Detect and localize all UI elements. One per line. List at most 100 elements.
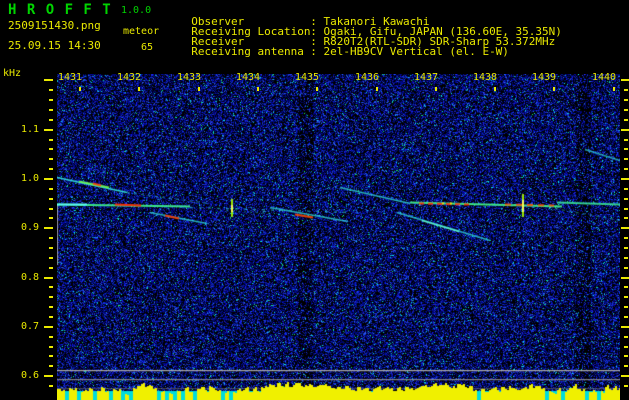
datetime-label: 25.09.15 14:30 xyxy=(8,39,101,52)
freq-major-tick-right xyxy=(621,326,629,328)
time-label-1439: 1439 xyxy=(532,72,557,83)
freq-minor-tick-right xyxy=(624,237,628,239)
freq-minor-tick-right xyxy=(624,217,628,219)
freq-minor-tick-left xyxy=(49,257,53,259)
info-separator: : xyxy=(310,15,324,28)
info-value: Takanori Kawachi xyxy=(323,15,430,28)
info-label: Receiving Location xyxy=(191,25,311,38)
info-value: R820T2(RTL-SDR) SDR-Sharp 53.372MHz xyxy=(323,35,556,48)
freq-minor-tick-right xyxy=(624,247,628,249)
mode-label: meteor xyxy=(123,26,160,37)
freq-major-tick-right xyxy=(621,227,629,229)
freq-minor-tick-left xyxy=(49,247,53,249)
freq-minor-tick-left xyxy=(49,346,53,348)
minute-tick xyxy=(257,87,259,91)
freq-minor-tick-left xyxy=(49,237,53,239)
output-filename: 2509151430.png xyxy=(8,19,101,32)
freq-label-0.9: 0.9 xyxy=(20,222,39,233)
freq-minor-tick-left xyxy=(49,188,53,190)
freq-minor-tick-left xyxy=(49,148,53,150)
freq-major-tick-right xyxy=(621,79,629,81)
freq-minor-tick-right xyxy=(624,119,628,121)
time-label-1434: 1434 xyxy=(236,72,261,83)
freq-minor-tick-left xyxy=(49,217,53,219)
freq-major-tick-right xyxy=(621,129,629,131)
freq-minor-tick-left xyxy=(49,139,53,141)
time-label-1437: 1437 xyxy=(414,72,439,83)
minute-tick xyxy=(316,87,318,91)
minute-tick xyxy=(198,87,200,91)
freq-minor-tick-right xyxy=(624,109,628,111)
echo-count: 65 xyxy=(141,42,154,53)
freq-minor-tick-left xyxy=(49,306,53,308)
freq-axis-unit: kHz xyxy=(3,68,22,79)
freq-minor-tick-right xyxy=(624,296,628,298)
time-label-1438: 1438 xyxy=(473,72,498,83)
freq-minor-tick-right xyxy=(624,346,628,348)
info-row-antenna: Receiving antenna: 2el-HB9CV Vertical (e… xyxy=(178,37,509,57)
freq-minor-tick-right xyxy=(624,355,628,357)
freq-minor-tick-left xyxy=(49,336,53,338)
time-label-1431: 1431 xyxy=(58,72,83,83)
freq-minor-tick-left xyxy=(49,99,53,101)
freq-minor-tick-right xyxy=(624,306,628,308)
time-label-1432: 1432 xyxy=(117,72,142,83)
freq-major-tick-left xyxy=(44,178,53,180)
freq-major-tick-left xyxy=(44,277,53,279)
freq-minor-tick-left xyxy=(49,365,53,367)
info-row-receiver: Receiver: R820T2(RTL-SDR) SDR-Sharp 53.3… xyxy=(178,27,555,47)
time-label-1436: 1436 xyxy=(355,72,380,83)
freq-minor-tick-left xyxy=(49,385,53,387)
freq-minor-tick-left xyxy=(49,109,53,111)
info-row-location: Receiving Location: Ogaki, Gifu, JAPAN (… xyxy=(178,17,562,37)
time-label-1435: 1435 xyxy=(295,72,320,83)
app-version: 1.0.0 xyxy=(121,5,152,16)
freq-minor-tick-right xyxy=(624,158,628,160)
info-value: 2el-HB9CV Vertical (el. E-W) xyxy=(323,45,509,58)
minute-tick xyxy=(613,87,615,91)
freq-label-0.7: 0.7 xyxy=(20,321,39,332)
freq-minor-tick-right xyxy=(624,198,628,200)
freq-major-tick-right xyxy=(621,178,629,180)
spectrogram-canvas xyxy=(57,74,620,400)
freq-label-0.6: 0.6 xyxy=(20,370,39,381)
minute-tick xyxy=(138,87,140,91)
freq-major-tick-left xyxy=(44,129,53,131)
freq-major-tick-left xyxy=(44,326,53,328)
info-separator: : xyxy=(310,35,324,48)
freq-minor-tick-left xyxy=(49,158,53,160)
freq-minor-tick-right xyxy=(624,148,628,150)
freq-major-tick-left xyxy=(44,375,53,377)
freq-label-0.8: 0.8 xyxy=(20,272,39,283)
freq-major-tick-left xyxy=(44,79,53,81)
info-label: Observer xyxy=(191,15,245,28)
freq-label-1.1: 1.1 xyxy=(20,124,39,135)
freq-minor-tick-right xyxy=(624,168,628,170)
minute-tick xyxy=(494,87,496,91)
minute-tick xyxy=(79,87,81,91)
freq-minor-tick-left xyxy=(49,119,53,121)
freq-minor-tick-left xyxy=(49,355,53,357)
freq-minor-tick-right xyxy=(624,267,628,269)
freq-minor-tick-left xyxy=(49,316,53,318)
freq-minor-tick-right xyxy=(624,188,628,190)
time-label-1440: 1440 xyxy=(592,72,617,83)
freq-minor-tick-right xyxy=(624,336,628,338)
info-value: Ogaki, Gifu, JAPAN (136.60E, 35.35N) xyxy=(323,25,562,38)
freq-minor-tick-right xyxy=(624,89,628,91)
freq-label-1.0: 1.0 xyxy=(20,173,39,184)
freq-minor-tick-left xyxy=(49,208,53,210)
freq-minor-tick-right xyxy=(624,139,628,141)
freq-major-tick-left xyxy=(44,227,53,229)
time-label-1433: 1433 xyxy=(177,72,202,83)
freq-minor-tick-left xyxy=(49,198,53,200)
minute-tick xyxy=(435,87,437,91)
freq-minor-tick-left xyxy=(49,267,53,269)
freq-minor-tick-left xyxy=(49,168,53,170)
freq-minor-tick-right xyxy=(624,99,628,101)
freq-minor-tick-right xyxy=(624,257,628,259)
freq-minor-tick-right xyxy=(624,385,628,387)
info-separator: : xyxy=(310,25,324,38)
freq-minor-tick-right xyxy=(624,286,628,288)
